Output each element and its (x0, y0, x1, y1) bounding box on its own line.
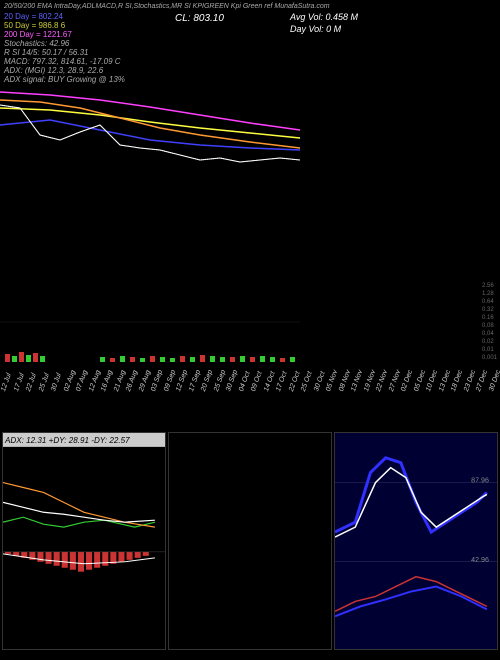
volume-chart (0, 282, 300, 362)
avg-vol: Avg Vol: 0.458 M (290, 12, 358, 24)
intraday-panel: Intra Day Trading Price & MR SI (168, 432, 332, 650)
main-price-chart (0, 0, 300, 280)
date-axis: 12 Jul17 Jul22 Jul25 Jul30 Jul02 Aug07 A… (0, 365, 500, 415)
svg-text:ADX: 12.31 +DY: 28.91 -DY: 22.: ADX: 12.31 +DY: 28.91 -DY: 22.57 (4, 436, 130, 445)
stochastics-panel: Stochastics & R SI 87.9642.96 (334, 432, 498, 650)
adx-macd-panel: ADX & MACD ADX: 12.31 +DY: 28.91 -DY: 22… (2, 432, 166, 650)
svg-text:42.96: 42.96 (471, 557, 489, 564)
volume-scale: 2.561.280.640.320.160.080.040.020.010.00… (482, 282, 498, 362)
svg-text:87.96: 87.96 (471, 478, 489, 485)
